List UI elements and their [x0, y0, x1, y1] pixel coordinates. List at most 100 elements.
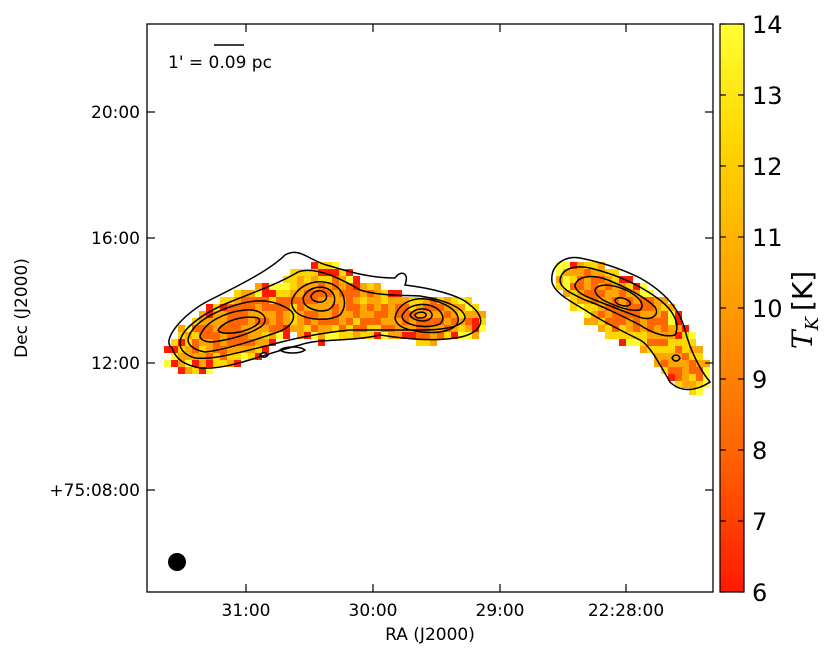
heatmap-cell — [640, 283, 647, 290]
heatmap-cell — [395, 304, 402, 311]
heatmap-cell — [199, 325, 206, 332]
heatmap-cell — [591, 269, 598, 276]
heatmap-cell — [353, 276, 360, 283]
heatmap-cell — [360, 290, 367, 297]
heatmap-cell — [598, 318, 605, 325]
heatmap-cell — [290, 276, 297, 283]
heatmap-cell — [269, 283, 276, 290]
heatmap-cell — [353, 311, 360, 318]
heatmap-cell — [703, 367, 710, 374]
heatmap-cell — [605, 304, 612, 311]
heatmap-cell — [346, 304, 353, 311]
heatmap-cell — [626, 325, 633, 332]
heatmap-cell — [444, 318, 451, 325]
heatmap-cell — [318, 276, 325, 283]
heatmap-cell — [619, 290, 626, 297]
heatmap-cell — [430, 339, 437, 346]
heatmap-cell — [668, 325, 675, 332]
contour-east-3 — [409, 308, 433, 322]
heatmap-cell — [626, 276, 633, 283]
heatmap-cell — [605, 297, 612, 304]
heatmap-cell — [248, 353, 255, 360]
heatmap-cell — [598, 325, 605, 332]
heatmap-cell — [346, 283, 353, 290]
heatmap-cell — [661, 325, 668, 332]
heatmap-cell — [388, 332, 395, 339]
heatmap-cell — [430, 304, 437, 311]
heatmap-cell — [395, 290, 402, 297]
heatmap-cell — [339, 297, 346, 304]
heatmap-cell — [185, 346, 192, 353]
heatmap-cell — [570, 276, 577, 283]
heatmap-cell — [577, 283, 584, 290]
heatmap-cell — [598, 290, 605, 297]
heatmap-cell — [311, 269, 318, 276]
heatmap-cell — [682, 332, 689, 339]
heatmap-cell — [276, 297, 283, 304]
heatmap-cell — [318, 325, 325, 332]
heatmap-cell — [164, 346, 171, 353]
heatmap-cell — [339, 283, 346, 290]
x-axis — [245, 24, 627, 592]
heatmap-cell — [451, 318, 458, 325]
x-tick-label: 31:00 — [222, 601, 271, 621]
heatmap-cell — [269, 332, 276, 339]
heatmap-cell — [647, 339, 654, 346]
heatmap-cell — [451, 304, 458, 311]
heatmap-cell — [598, 262, 605, 269]
heatmap-cell — [563, 276, 570, 283]
heatmap-cell — [332, 262, 339, 269]
heatmap-cell — [353, 332, 360, 339]
heatmap-cell — [346, 318, 353, 325]
y-axis-label: Dec (J2000) — [12, 258, 32, 358]
heatmap-cell — [591, 311, 598, 318]
heatmap-cell — [199, 346, 206, 353]
heatmap-cell — [318, 304, 325, 311]
heatmap-cell — [381, 304, 388, 311]
heatmap-cell — [654, 297, 661, 304]
heatmap-cell — [605, 318, 612, 325]
heatmap-cell — [325, 325, 332, 332]
heatmap-cell — [304, 269, 311, 276]
heatmap-cell — [689, 388, 696, 395]
heatmap-cell — [311, 283, 318, 290]
heatmap-cell — [675, 339, 682, 346]
heatmap-cell — [402, 297, 409, 304]
heatmap-cell — [304, 325, 311, 332]
heatmap-cell — [290, 318, 297, 325]
heatmap-cell — [262, 290, 269, 297]
heatmap-cell — [192, 367, 199, 374]
heatmap-cell — [227, 353, 234, 360]
heatmap-cell — [619, 276, 626, 283]
heatmap-cell — [276, 283, 283, 290]
heatmap-cell — [612, 318, 619, 325]
heatmap-cell — [213, 339, 220, 346]
heatmap-cell — [472, 311, 479, 318]
heatmap-cell — [661, 339, 668, 346]
heatmap-cell — [437, 311, 444, 318]
heatmap-cell — [675, 374, 682, 381]
heatmap-cell — [696, 381, 703, 388]
heatmap-cell — [255, 311, 262, 318]
heatmap-cell — [339, 269, 346, 276]
heatmap-cell — [178, 339, 185, 346]
heatmap-cell — [388, 304, 395, 311]
heatmap-cell — [255, 318, 262, 325]
heatmap-cell — [598, 304, 605, 311]
heatmap-cell — [416, 339, 423, 346]
heatmap-cell — [633, 283, 640, 290]
heatmap-cell — [276, 290, 283, 297]
heatmap-cell — [199, 318, 206, 325]
heatmap-cell — [262, 304, 269, 311]
heatmap-cell — [381, 297, 388, 304]
heatmap-cell — [598, 283, 605, 290]
heatmap-cell — [311, 311, 318, 318]
heatmap-cell — [668, 311, 675, 318]
heatmap-cell — [367, 332, 374, 339]
heatmap-cell — [283, 297, 290, 304]
heatmap-cell — [332, 276, 339, 283]
contour-right-3 — [574, 275, 658, 320]
heatmap-cell — [339, 276, 346, 283]
heatmap-cell — [367, 283, 374, 290]
heatmap-cell — [297, 297, 304, 304]
